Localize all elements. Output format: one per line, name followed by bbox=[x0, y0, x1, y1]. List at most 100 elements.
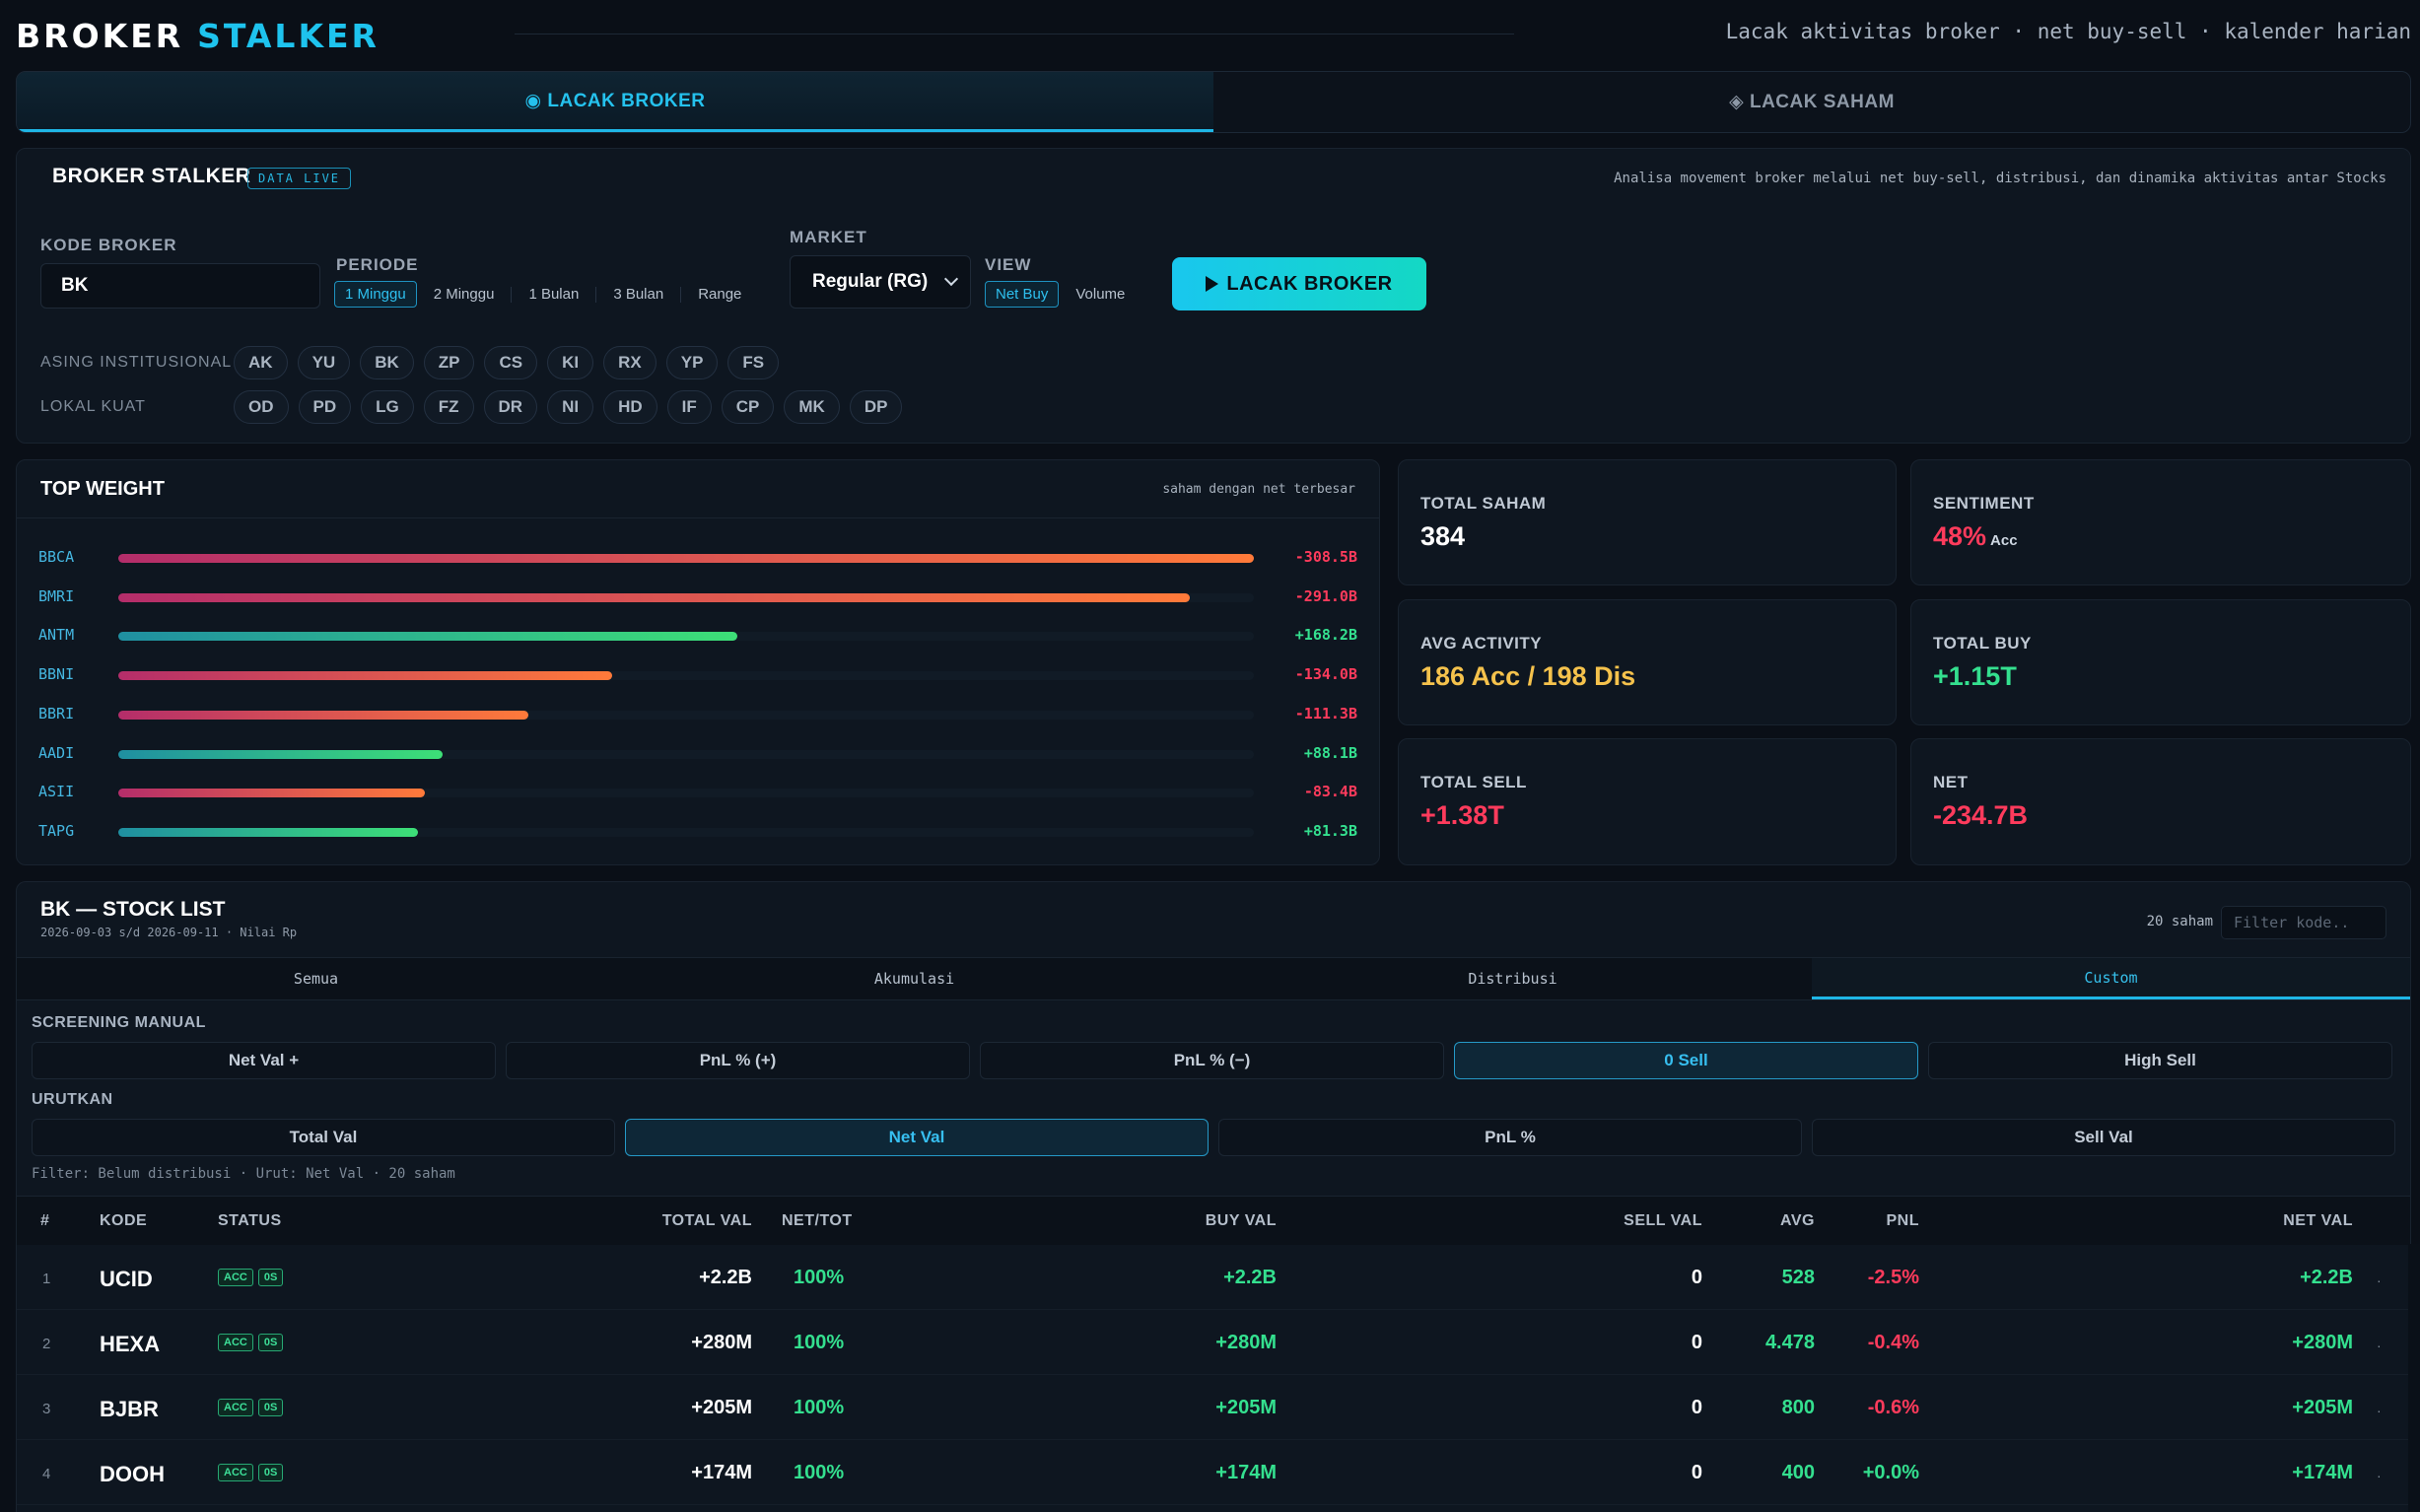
broker-chip[interactable]: HD bbox=[603, 390, 657, 424]
broker-chip[interactable]: FZ bbox=[423, 390, 474, 424]
row-kode[interactable]: DOOH bbox=[100, 1462, 165, 1486]
table-scrollbar[interactable] bbox=[2408, 1244, 2420, 1512]
market-label: MARKET bbox=[790, 228, 867, 246]
row-kode[interactable]: UCID bbox=[100, 1267, 153, 1291]
row-number: 4 bbox=[42, 1466, 51, 1482]
top-weight-row[interactable]: ASII -83.4B bbox=[17, 781, 1379, 804]
table-row[interactable]: 3 BJBR ACC 0S +205M 100% +205M 0 800 -0.… bbox=[17, 1375, 2410, 1440]
row-expand-icon[interactable]: · bbox=[2377, 1403, 2382, 1418]
col-net-val[interactable]: NET VAL bbox=[2283, 1212, 2353, 1229]
top-weight-row[interactable]: BBCA -308.5B bbox=[17, 546, 1379, 570]
row-sell-val: 0 bbox=[1691, 1267, 1702, 1288]
col-avg[interactable]: AVG bbox=[1780, 1212, 1815, 1229]
row-status: ACC 0S bbox=[218, 1269, 284, 1286]
kode-broker-label: KODE BROKER bbox=[40, 236, 177, 254]
top-weight-code: ANTM bbox=[38, 626, 75, 645]
table-row[interactable]: 2 HEXA ACC 0S +280M 100% +280M 0 4.478 -… bbox=[17, 1310, 2410, 1375]
periode-2-minggu[interactable]: 2 Minggu bbox=[433, 286, 495, 303]
tab-akumulasi[interactable]: Akumulasi bbox=[615, 958, 1213, 999]
top-weight-bar-track bbox=[118, 710, 1254, 720]
market-select[interactable]: Regular (RG) bbox=[790, 255, 971, 309]
kode-broker-input[interactable]: BK bbox=[40, 263, 320, 309]
broker-chip[interactable]: MK bbox=[784, 390, 840, 424]
table-header: # KODE STATUS TOTAL VAL NET/TOT BUY VAL … bbox=[17, 1196, 2410, 1245]
row-buy-val: +205M bbox=[1215, 1397, 1277, 1418]
broker-chip[interactable]: RX bbox=[603, 346, 657, 379]
col-net-tot[interactable]: NET/TOT bbox=[782, 1212, 853, 1229]
view-net-buy[interactable]: Net Buy bbox=[985, 281, 1060, 308]
top-weight-code: AADI bbox=[38, 743, 75, 762]
top-weight-bar-track bbox=[118, 827, 1254, 837]
row-net-tot: 100% bbox=[794, 1332, 845, 1353]
periode-1-minggu[interactable]: 1 Minggu bbox=[334, 281, 417, 308]
top-weight-row[interactable]: BMRI -291.0B bbox=[17, 585, 1379, 609]
row-kode[interactable]: BJBR bbox=[100, 1397, 159, 1421]
status-badge: 0S bbox=[257, 1334, 284, 1351]
col-pnl[interactable]: PNL bbox=[1886, 1212, 1919, 1229]
broker-chip[interactable]: DP bbox=[849, 390, 903, 424]
broker-chip[interactable]: LG bbox=[361, 390, 414, 424]
periode-3-bulan[interactable]: 3 Bulan bbox=[613, 286, 664, 303]
col-kode[interactable]: KODE bbox=[100, 1212, 148, 1229]
row-buy-val: +174M bbox=[1215, 1462, 1277, 1483]
broker-chip[interactable]: OD bbox=[234, 390, 289, 424]
screening-pnl-positive[interactable]: PnL % (+) bbox=[506, 1042, 970, 1079]
periode-label: PERIODE bbox=[336, 255, 419, 274]
view-volume[interactable]: Volume bbox=[1075, 286, 1126, 303]
sentiment-sub: Acc bbox=[1990, 532, 2018, 549]
top-weight-row[interactable]: AADI +88.1B bbox=[17, 742, 1379, 766]
broker-chip[interactable]: BK bbox=[360, 346, 414, 379]
col-buy-val[interactable]: BUY VAL bbox=[1205, 1212, 1277, 1229]
broker-chip[interactable]: KI bbox=[547, 346, 594, 379]
stock-list-title: BK — STOCK LIST bbox=[40, 898, 226, 921]
tab-lacak-saham[interactable]: ◈ LACAK SAHAM bbox=[1729, 92, 1895, 112]
top-weight-row[interactable]: BBRI -111.3B bbox=[17, 703, 1379, 726]
broker-chip[interactable]: ZP bbox=[423, 346, 475, 379]
col-status[interactable]: STATUS bbox=[218, 1212, 282, 1229]
screening-net-val-plus[interactable]: Net Val + bbox=[32, 1042, 496, 1079]
row-avg: 800 bbox=[1781, 1397, 1815, 1418]
broker-chip[interactable]: YU bbox=[297, 346, 351, 379]
col-total-val[interactable]: TOTAL VAL bbox=[661, 1212, 752, 1229]
top-weight-row[interactable]: TAPG +81.3B bbox=[17, 820, 1379, 844]
top-weight-code: TAPG bbox=[38, 821, 75, 840]
lacak-broker-button[interactable]: LACAK BROKER bbox=[1172, 257, 1426, 310]
row-status: ACC 0S bbox=[218, 1464, 284, 1481]
broker-chip[interactable]: DR bbox=[483, 390, 538, 424]
row-expand-icon[interactable]: · bbox=[2377, 1272, 2382, 1288]
broker-chip[interactable]: YP bbox=[665, 346, 719, 379]
screening-pnl-negative[interactable]: PnL % (−) bbox=[980, 1042, 1444, 1079]
sort-net-val[interactable]: Net Val bbox=[625, 1119, 1209, 1156]
tab-semua[interactable]: Semua bbox=[17, 958, 615, 999]
broker-chip[interactable]: CS bbox=[484, 346, 538, 379]
tab-lacak-broker[interactable]: ◉ LACAK BROKER bbox=[17, 72, 1213, 132]
table-row[interactable]: 1 UCID ACC 0S +2.2B 100% +2.2B 0 528 -2.… bbox=[17, 1245, 2410, 1310]
broker-chip[interactable]: IF bbox=[666, 390, 712, 424]
sort-total-val[interactable]: Total Val bbox=[32, 1119, 615, 1156]
row-kode[interactable]: HEXA bbox=[100, 1332, 161, 1356]
row-expand-icon[interactable]: · bbox=[2377, 1338, 2382, 1353]
col-no[interactable]: # bbox=[40, 1212, 50, 1229]
row-number: 1 bbox=[42, 1271, 51, 1287]
top-weight-row[interactable]: BBNI -134.0B bbox=[17, 663, 1379, 687]
tab-custom[interactable]: Custom bbox=[1812, 958, 2410, 999]
broker-chip[interactable]: CP bbox=[721, 390, 775, 424]
top-weight-value: -134.0B bbox=[1294, 665, 1357, 684]
sort-pnl-percent[interactable]: PnL % bbox=[1218, 1119, 1802, 1156]
stat-card-total-sell: TOTAL SELL +1.38T bbox=[1398, 738, 1897, 865]
periode-1-bulan[interactable]: 1 Bulan bbox=[528, 286, 580, 303]
col-sell-val[interactable]: SELL VAL bbox=[1624, 1212, 1702, 1229]
sort-sell-val[interactable]: Sell Val bbox=[1812, 1119, 2395, 1156]
broker-chip[interactable]: PD bbox=[298, 390, 352, 424]
periode-range[interactable]: Range bbox=[698, 286, 742, 303]
table-row[interactable]: 4 DOOH ACC 0S +174M 100% +174M 0 400 +0.… bbox=[17, 1440, 2410, 1505]
screening-high-sell[interactable]: High Sell bbox=[1928, 1042, 2392, 1079]
broker-chip[interactable]: NI bbox=[547, 390, 594, 424]
screening-zero-sell[interactable]: 0 Sell bbox=[1454, 1042, 1918, 1079]
filter-kode-input[interactable] bbox=[2221, 906, 2386, 939]
tab-distribusi[interactable]: Distribusi bbox=[1213, 958, 1812, 999]
broker-chip[interactable]: FS bbox=[727, 346, 780, 379]
top-weight-row[interactable]: ANTM +168.2B bbox=[17, 624, 1379, 648]
row-expand-icon[interactable]: · bbox=[2377, 1468, 2382, 1483]
broker-chip[interactable]: AK bbox=[234, 346, 288, 379]
